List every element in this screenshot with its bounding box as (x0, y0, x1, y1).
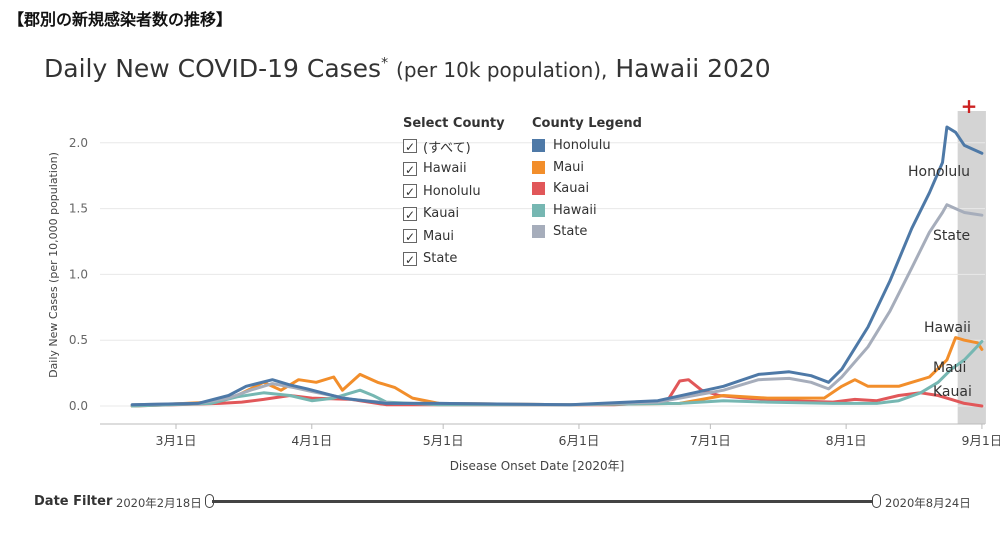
y-axis-title: Daily New Cases (per 10,000 population) (47, 152, 60, 378)
y-tick-label: 1.0 (69, 267, 88, 281)
checkbox[interactable]: ✓ (403, 161, 417, 177)
county-legend-item[interactable]: Hawaii (532, 200, 642, 222)
section-heading: 【郡別の新規感染者数の推移】 (8, 10, 233, 29)
select-county-list: ✓ (すべて) ✓ Hawaii ✓ Honolulu ✓ Kauai ✓ Maui ✓ State (403, 135, 505, 270)
select-county-option[interactable]: ✓ Maui (403, 225, 505, 248)
county-legend-panel: County Legend Honolulu Maui Kauai Hawaii Sta… (532, 116, 642, 243)
select-county-option-label: State (423, 251, 458, 267)
y-tick-label: 1.5 (69, 202, 88, 216)
select-county-option[interactable]: ✓ State (403, 248, 505, 271)
x-axis-title: Disease Onset Date [2020年] (450, 459, 625, 473)
checkbox[interactable]: ✓ (403, 184, 417, 200)
county-legend-label: Maui (553, 159, 585, 175)
x-tick-label: 7月1日 (690, 433, 731, 448)
chart-title-main: Daily New COVID-19 Cases (44, 54, 382, 83)
highlight-plus-marker: + (961, 94, 978, 118)
legend-swatch (532, 182, 545, 196)
series-line-state (130, 203, 984, 407)
select-county-option[interactable]: ✓ Honolulu (403, 180, 505, 203)
date-filter-end: 2020年8月24日 (885, 496, 971, 510)
date-filter-track[interactable] (212, 500, 874, 503)
chart-title: Daily New COVID-19 Cases* (per 10k popul… (44, 54, 771, 83)
series-end-label-state: State (933, 228, 970, 244)
date-filter-start: 2020年2月18日 (116, 496, 202, 510)
legend-swatch (532, 225, 545, 239)
series-end-label-hawaii: Hawaii (924, 320, 971, 336)
y-tick-label: 2.0 (69, 136, 88, 150)
chart-title-region: Hawaii 2020 (615, 54, 771, 83)
y-tick-label: 0.5 (69, 333, 88, 347)
x-tick-label: 9月1日 (961, 433, 1000, 448)
select-county-option-label: Kauai (423, 206, 460, 222)
x-tick-label: 3月1日 (156, 433, 197, 448)
series-end-label-maui: Maui (933, 360, 966, 376)
chart-title-asterisk: * (381, 55, 389, 72)
legend-swatch (532, 139, 545, 153)
x-tick-label: 8月1日 (826, 433, 867, 448)
x-tick-label: 5月1日 (423, 433, 464, 448)
select-county-option[interactable]: ✓ (すべて) (403, 135, 505, 158)
county-legend-title: County Legend (532, 116, 642, 131)
county-legend-label: Honolulu (553, 138, 611, 154)
date-filter-label: Date Filter (34, 494, 113, 509)
county-legend-item[interactable]: State (532, 221, 642, 243)
checkbox[interactable]: ✓ (403, 229, 417, 245)
select-county-option-label: Maui (423, 228, 455, 244)
county-legend-item[interactable]: Honolulu (532, 135, 642, 157)
chart-title-per: (per 10k population), (396, 58, 608, 82)
series-line-honolulu (130, 125, 984, 407)
checkbox[interactable]: ✓ (403, 251, 417, 267)
county-legend-label: Kauai (553, 181, 590, 197)
legend-swatch (532, 203, 545, 217)
select-county-option-label: Honolulu (423, 183, 481, 199)
checkbox[interactable]: ✓ (403, 206, 417, 222)
select-county-title: Select County (403, 116, 505, 131)
x-tick-label: 6月1日 (559, 433, 600, 448)
county-legend-label: Hawaii (553, 202, 597, 218)
select-county-option[interactable]: ✓ Hawaii (403, 158, 505, 181)
county-legend-item[interactable]: Maui (532, 157, 642, 179)
highlight-band (957, 111, 986, 424)
series-end-label-kauai: Kauai (933, 384, 972, 400)
select-county-option[interactable]: ✓ Kauai (403, 203, 505, 226)
date-filter-end-handle[interactable] (872, 494, 881, 508)
y-tick-label: 0.0 (69, 399, 88, 413)
county-legend-list: Honolulu Maui Kauai Hawaii State (532, 135, 642, 243)
county-legend-label: State (553, 224, 588, 240)
series-end-label-honolulu: Honolulu (908, 164, 970, 180)
checkbox[interactable]: ✓ (403, 139, 417, 155)
county-legend-item[interactable]: Kauai (532, 178, 642, 200)
select-county-panel: Select County ✓ (すべて) ✓ Hawaii ✓ Honolulu ✓ Kau… (403, 116, 505, 270)
select-county-option-label: Hawaii (423, 161, 467, 177)
x-tick-label: 4月1日 (291, 433, 332, 448)
legend-swatch (532, 160, 545, 174)
select-county-option-label: (すべて) (423, 140, 471, 156)
